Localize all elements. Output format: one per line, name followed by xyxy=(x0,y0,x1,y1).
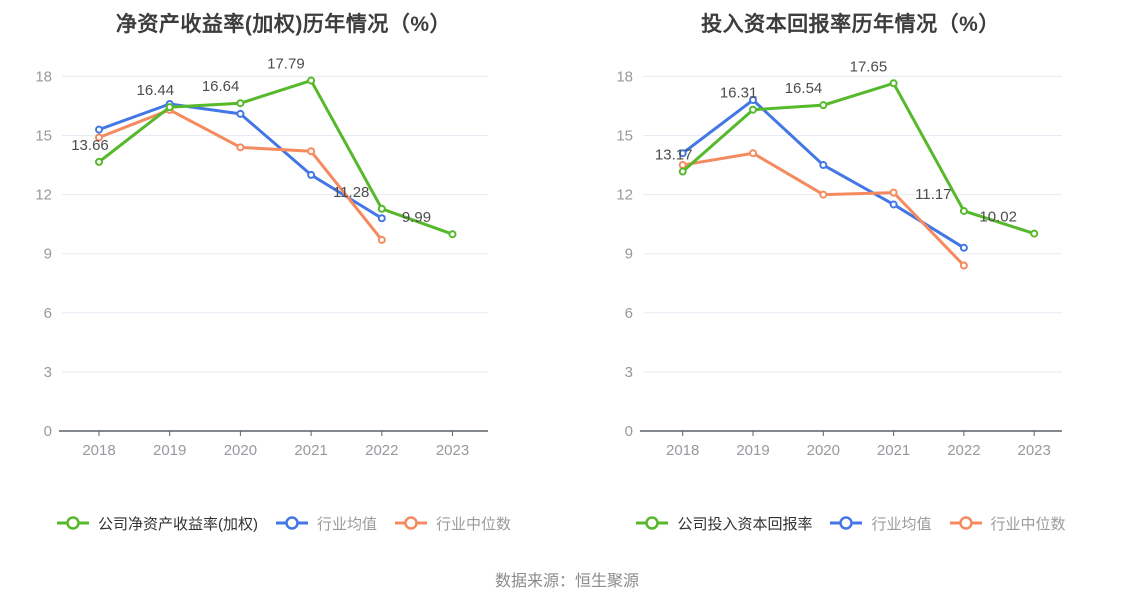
legend-item-industry-average[interactable]: 行业均值 xyxy=(829,513,932,534)
svg-text:6: 6 xyxy=(44,305,52,322)
svg-text:9: 9 xyxy=(625,246,633,263)
svg-text:15: 15 xyxy=(35,128,52,145)
svg-text:18: 18 xyxy=(35,68,52,85)
legend-label-company-roe: 公司净资产收益率(加权) xyxy=(97,515,258,533)
legend-label-industry-median: 行业中位数 xyxy=(990,515,1066,533)
svg-text:9.99: 9.99 xyxy=(402,209,431,226)
svg-text:2019: 2019 xyxy=(153,442,186,459)
svg-text:16.31: 16.31 xyxy=(720,85,758,102)
svg-text:2018: 2018 xyxy=(82,442,115,459)
svg-text:2018: 2018 xyxy=(666,442,699,459)
chart-roe-weighted: 净资产收益率(加权)历年情况（%） 0 3 6 9 12 15 18 2018 2019 2020… xyxy=(0,0,567,534)
chart-roic: 投入资本回报率历年情况（%） 0 3 6 9 12 15 18 2018 2019 2020 202… xyxy=(567,0,1134,534)
svg-text:16.54: 16.54 xyxy=(785,80,823,97)
svg-text:3: 3 xyxy=(44,364,52,381)
roic-line-chart: 0 3 6 9 12 15 18 2018 2019 2020 2021 2022 2023 13.17 1… xyxy=(616,58,1062,459)
legend-item-industry-average[interactable]: 行业均值 xyxy=(275,513,377,534)
svg-text:2021: 2021 xyxy=(294,442,327,459)
svg-text:2019: 2019 xyxy=(736,442,769,459)
data-source-note: 数据来源：恒生聚源 xyxy=(494,573,639,590)
svg-text:17.79: 17.79 xyxy=(267,56,305,73)
chart-title-roe: 净资产收益率(加权)历年情况（%） xyxy=(115,13,452,36)
svg-text:12: 12 xyxy=(616,187,633,204)
line-marker-icon xyxy=(275,516,308,530)
chart-title-roic: 投入资本回报率历年情况（%） xyxy=(701,13,1000,36)
svg-text:2022: 2022 xyxy=(947,442,980,459)
line-marker-icon xyxy=(56,516,89,530)
svg-text:0: 0 xyxy=(625,423,633,440)
svg-text:17.65: 17.65 xyxy=(850,58,888,75)
svg-text:12: 12 xyxy=(35,187,52,204)
svg-text:2023: 2023 xyxy=(436,442,469,459)
svg-text:0: 0 xyxy=(44,423,52,440)
svg-text:11.17: 11.17 xyxy=(915,186,951,203)
svg-text:2021: 2021 xyxy=(877,442,910,459)
legend-label-industry-average: 行业均值 xyxy=(871,515,932,533)
svg-text:2020: 2020 xyxy=(807,442,840,459)
line-marker-icon xyxy=(949,516,982,530)
svg-text:18: 18 xyxy=(616,68,633,85)
svg-text:16.44: 16.44 xyxy=(137,82,175,99)
line-marker-icon xyxy=(395,516,427,530)
chart-legend-roe: 公司净资产收益率(加权) 行业均值 行业中位数 xyxy=(0,512,567,534)
chart-legend-roic: 公司投入资本回报率 行业均值 行业中位数 xyxy=(567,512,1134,534)
svg-text:13.66: 13.66 xyxy=(71,137,109,154)
svg-text:2022: 2022 xyxy=(365,442,398,459)
svg-text:15: 15 xyxy=(616,128,633,145)
svg-text:2020: 2020 xyxy=(224,442,257,459)
svg-text:11.28: 11.28 xyxy=(333,184,369,201)
legend-item-industry-median[interactable]: 行业中位数 xyxy=(394,513,511,534)
legend-label-industry-average: 行业均值 xyxy=(316,515,377,533)
svg-text:16.64: 16.64 xyxy=(202,78,240,95)
legend-item-company-roe[interactable]: 公司净资产收益率(加权) xyxy=(56,513,258,534)
svg-text:9: 9 xyxy=(44,246,52,263)
line-marker-icon xyxy=(830,516,863,530)
svg-text:2023: 2023 xyxy=(1018,442,1051,459)
page: 净资产收益率(加权)历年情况（%） 0 3 6 9 12 15 18 2018 2019 2020… xyxy=(0,0,1134,590)
line-marker-icon xyxy=(636,516,669,530)
svg-text:13.17: 13.17 xyxy=(655,147,693,164)
svg-text:6: 6 xyxy=(625,305,633,322)
charts-row: 净资产收益率(加权)历年情况（%） 0 3 6 9 12 15 18 2018 2019 2020… xyxy=(0,0,1134,534)
legend-item-company-roic[interactable]: 公司投入资本回报率 xyxy=(635,513,812,534)
legend-item-industry-median[interactable]: 行业中位数 xyxy=(949,513,1066,534)
legend-label-industry-median: 行业中位数 xyxy=(436,515,512,533)
svg-text:10.02: 10.02 xyxy=(979,209,1017,226)
roe-weighted-line-chart: 0 3 6 9 12 15 18 2018 2019 2020 2021 2022 2023 13.66 1… xyxy=(35,56,488,459)
svg-text:3: 3 xyxy=(625,364,633,381)
legend-label-company-roic: 公司投入资本回报率 xyxy=(677,515,813,533)
